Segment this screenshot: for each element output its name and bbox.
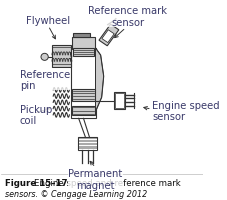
Text: Engine speed and reference mark: Engine speed and reference mark (34, 178, 181, 187)
Bar (73, 34, 90, 38)
Text: Pickup
coil: Pickup coil (20, 104, 52, 126)
Polygon shape (96, 49, 104, 112)
Bar (73, 49, 94, 57)
Bar (102, 31, 114, 43)
Text: Reference mark
sensor: Reference mark sensor (89, 6, 168, 27)
Text: Flywheel: Flywheel (26, 16, 70, 25)
Text: Engine speed
sensor: Engine speed sensor (152, 100, 220, 122)
Text: Reference
pin: Reference pin (20, 69, 70, 91)
Bar (52, 46, 71, 67)
Bar (72, 90, 95, 101)
Bar (114, 93, 125, 110)
Bar (115, 94, 124, 109)
Text: Permanent
magnet: Permanent magnet (69, 168, 123, 190)
Bar (72, 38, 95, 50)
Bar (71, 49, 96, 119)
Bar (79, 138, 97, 150)
Bar (72, 106, 95, 116)
Text: Figure 15–17: Figure 15–17 (5, 178, 67, 187)
Text: sensors. © Cengage Learning 2012: sensors. © Cengage Learning 2012 (5, 189, 147, 198)
Circle shape (41, 54, 48, 61)
Bar (99, 25, 119, 47)
